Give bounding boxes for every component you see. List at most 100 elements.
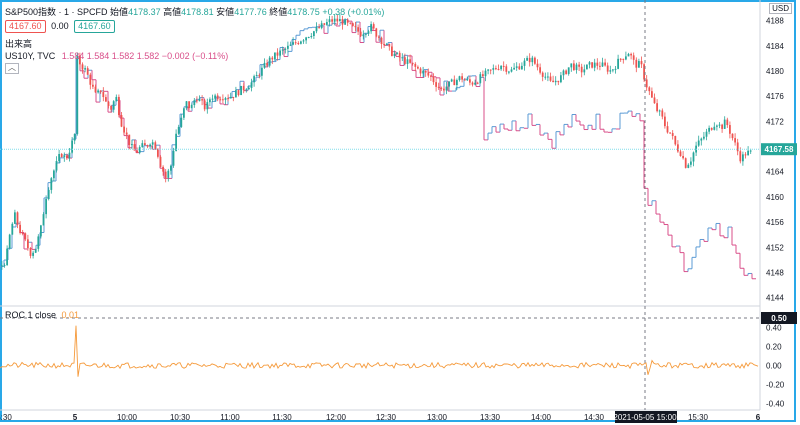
candle-body [419, 68, 422, 74]
candle-body [489, 69, 492, 71]
candle-body [604, 62, 606, 66]
candle-body [336, 18, 339, 22]
candle-body [700, 138, 703, 141]
candle-body [107, 101, 110, 107]
candle-body [341, 19, 344, 25]
candle-body [703, 136, 705, 139]
candle-body [484, 70, 487, 77]
candle-body [159, 156, 162, 167]
candle-body [209, 99, 211, 103]
candle-body [523, 60, 526, 66]
candle-body [539, 67, 541, 73]
candle-body [276, 52, 279, 56]
candle-body [630, 53, 632, 56]
candle-body [487, 69, 489, 71]
candle-body [89, 74, 92, 85]
candle-body [125, 132, 128, 135]
candle-body [352, 23, 354, 26]
candle-body [190, 105, 193, 109]
x-tick-label: 10:00 [117, 413, 138, 422]
candle-body [8, 234, 11, 249]
ask-box[interactable]: 4167.60 [74, 20, 115, 33]
bid-box[interactable]: 4167.60 [5, 20, 46, 33]
candle-body [128, 134, 131, 146]
candle-body [354, 25, 357, 28]
candle-body [133, 144, 136, 151]
symbol-legend[interactable]: S&P500指数 · 1 · SPCFD 始値4178.37 高値4178.81… [5, 5, 384, 18]
candle-body [687, 164, 690, 168]
candle-body [328, 19, 331, 23]
candle-body [47, 189, 50, 199]
candle-body [326, 22, 328, 25]
candle-body [45, 198, 47, 215]
symbol-title: S&P500指数 · 1 · SPCFD [5, 7, 108, 17]
candle-body [34, 248, 37, 253]
us10y-legend[interactable]: US10Y, TVC 1.584 1.584 1.582 1.582 −0.00… [5, 51, 228, 61]
candle-body [318, 27, 320, 29]
candle-body [651, 91, 653, 98]
candle-body [362, 34, 365, 37]
candle-body [398, 52, 401, 58]
candle-body [742, 154, 744, 162]
candle-body [294, 42, 297, 44]
candle-body [240, 85, 242, 96]
roc-tick-label: -0.40 [766, 399, 785, 408]
candle-body [422, 70, 424, 74]
y-tick-label: 4144 [766, 294, 784, 303]
candle-body [281, 49, 284, 51]
candle-body [586, 64, 588, 70]
candle-body [544, 76, 547, 78]
candle-body [73, 133, 76, 141]
candle-body [196, 100, 198, 102]
candle-body [627, 53, 630, 57]
candle-body [534, 57, 536, 64]
candle-body [162, 166, 164, 172]
candle-body [476, 82, 479, 84]
candle-body [690, 161, 692, 165]
candle-body [229, 96, 232, 99]
candle-body [552, 80, 554, 83]
crosshair-time-label: 2021-05-05 15:00 [613, 413, 677, 422]
candle-body [456, 80, 458, 86]
y-tick-label: 4156 [766, 218, 784, 227]
x-tick-label: 5 [73, 413, 78, 422]
chevron-up-icon[interactable]: ︿ [5, 63, 19, 74]
candle-body [14, 212, 16, 224]
candle-body [242, 85, 245, 91]
candle-body [19, 224, 21, 233]
candle-body [435, 82, 437, 87]
candle-body [266, 62, 268, 66]
candle-body [55, 161, 58, 171]
candle-body [27, 239, 29, 248]
candle-body [536, 63, 539, 68]
y-tick-label: 4164 [766, 168, 784, 177]
candle-body [385, 43, 388, 45]
candle-body [497, 68, 500, 70]
y-tick-label: 4148 [766, 269, 784, 278]
candle-body [118, 96, 120, 116]
candle-body [81, 64, 84, 70]
roc-name: ROC 1 close [5, 310, 57, 320]
candle-body [50, 178, 53, 190]
volume-label[interactable]: 出来高 [5, 39, 33, 49]
x-tick-label: 12:00 [326, 413, 347, 422]
candle-body [76, 55, 79, 134]
candle-body [474, 82, 476, 85]
crosshair-time-bg [615, 411, 677, 423]
candle-body [744, 154, 747, 156]
candle-body [92, 84, 94, 87]
candle-body [482, 74, 484, 77]
candle-body [346, 19, 349, 23]
candle-body [617, 58, 619, 69]
candle-body [726, 119, 729, 126]
y-tick-label: 4188 [766, 17, 784, 26]
roc-legend[interactable]: ROC 1 close 0.01 [5, 310, 79, 320]
candle-body [469, 79, 471, 83]
currency-label[interactable]: USD [769, 3, 792, 14]
candle-body [526, 57, 528, 61]
candle-body [458, 76, 461, 81]
candle-body [289, 44, 292, 46]
candle-body [679, 151, 682, 156]
candle-body [227, 98, 229, 100]
